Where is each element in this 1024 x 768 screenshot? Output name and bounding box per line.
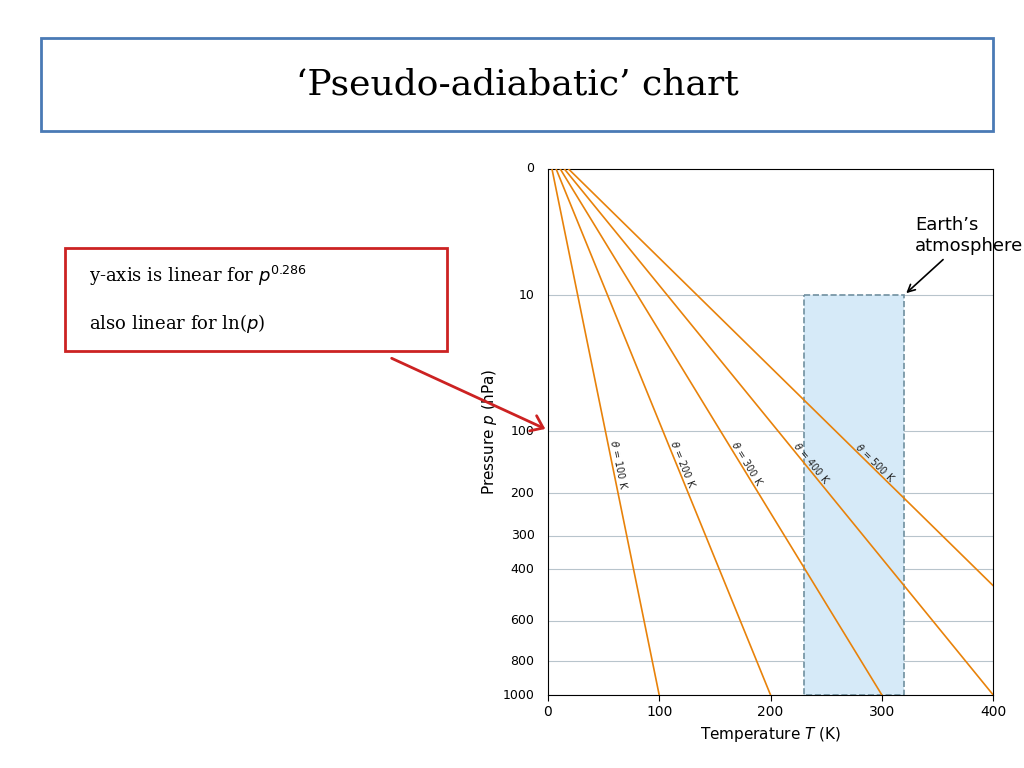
Text: 200: 200 [511,487,535,500]
Text: 10: 10 [518,289,535,302]
X-axis label: Temperature $T$ (K): Temperature $T$ (K) [700,725,841,744]
Text: $\theta$ = 200 K: $\theta$ = 200 K [668,439,698,490]
Text: y-axis is linear for $p^{0.286}$: y-axis is linear for $p^{0.286}$ [89,264,307,288]
Text: also linear for ln($p$): also linear for ln($p$) [89,312,265,335]
Text: 600: 600 [511,614,535,627]
Text: 100: 100 [511,425,535,438]
Text: $\theta$ = 500 K: $\theta$ = 500 K [853,440,898,484]
Text: 800: 800 [511,655,535,667]
FancyBboxPatch shape [66,248,446,351]
Text: 0: 0 [526,163,535,175]
Text: ‘Pseudo-adiabatic’ chart: ‘Pseudo-adiabatic’ chart [296,68,738,101]
FancyBboxPatch shape [41,38,993,131]
Text: $\theta$ = 400 K: $\theta$ = 400 K [791,439,833,486]
Text: 1000: 1000 [503,689,535,701]
Text: Earth’s
atmosphere: Earth’s atmosphere [907,216,1024,292]
Text: $\theta$ = 100 K: $\theta$ = 100 K [607,439,630,491]
Bar [804,295,904,695]
Text: $\theta$ = 300 K: $\theta$ = 300 K [729,439,766,488]
Text: 300: 300 [511,529,535,542]
Text: 400: 400 [511,563,535,575]
Text: Pressure $p$ (hPa): Pressure $p$ (hPa) [480,369,500,495]
